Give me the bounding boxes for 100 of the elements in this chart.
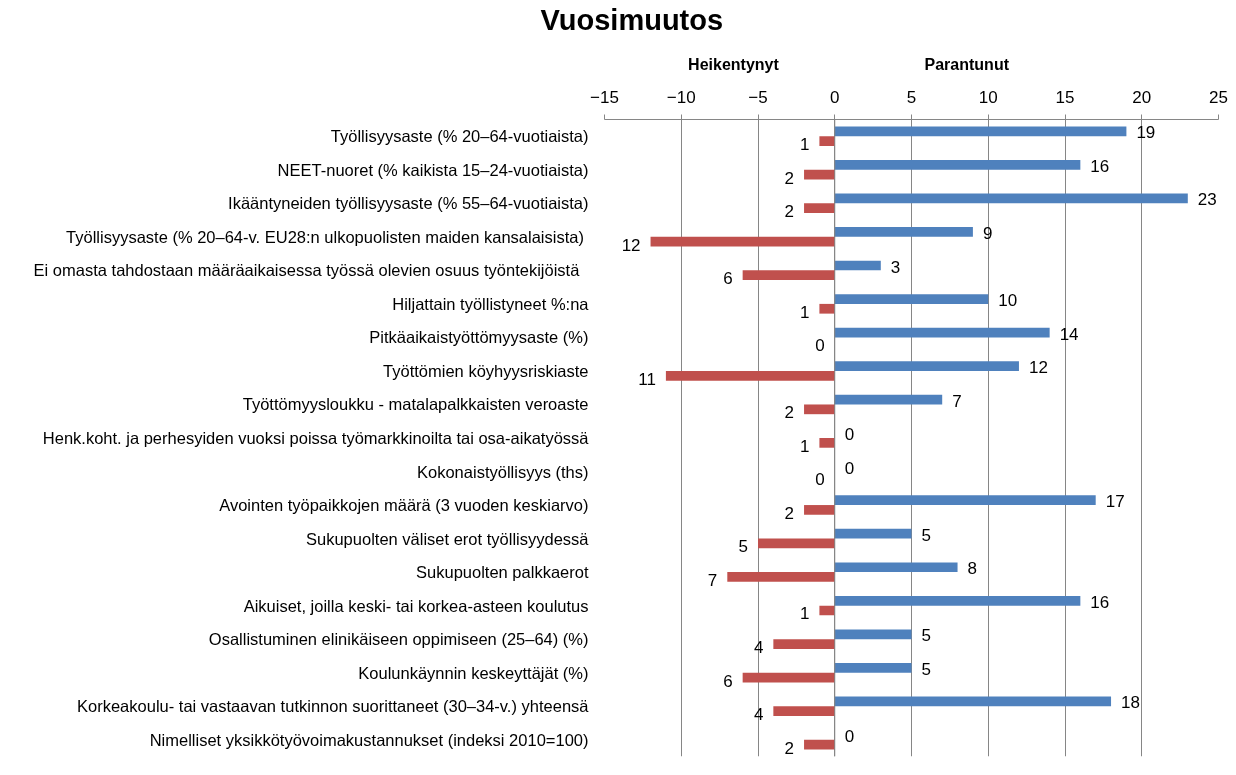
x-tick-label: 5 (906, 87, 917, 107)
data-label: 12 (1028, 358, 1048, 378)
data-label: 0 (844, 726, 855, 746)
data-label: 2 (784, 403, 795, 423)
data-label: 5 (921, 626, 931, 646)
bar (665, 370, 835, 381)
bar (834, 361, 1019, 371)
y-tick-label: Osallistuminen elinikäiseen oppimiseen (25–64) (%) (208, 630, 589, 649)
bar (834, 227, 973, 237)
data-label: 0 (815, 336, 825, 356)
data-label: 2 (784, 202, 795, 222)
bar (650, 236, 835, 247)
bar (773, 639, 835, 649)
data-label: 10 (998, 291, 1018, 311)
x-tick-label: 25 (1209, 87, 1228, 107)
bar (804, 739, 835, 750)
data-label: 18 (1121, 693, 1140, 713)
bar (819, 303, 835, 314)
y-tick-label: Työllisyysaste (% 20–64-vuotiaista) (330, 127, 589, 146)
data-label: 4 (753, 638, 764, 658)
bar (834, 160, 1081, 170)
x-tick-label: 10 (978, 87, 998, 107)
bar (834, 394, 943, 405)
x-tick-label: −15 (590, 87, 619, 107)
bar (834, 126, 1127, 137)
y-tick-label: Ikääntyneiden työllisyysaste (% 55–64-vuotiaista) (228, 194, 589, 213)
data-label: 7 (707, 570, 718, 590)
bar (834, 562, 958, 573)
y-tick-label: Työttömien köyhyysriskiaste (383, 361, 589, 380)
x-tick-label: −10 (666, 87, 696, 107)
y-tick-label: NEET-nuoret (% kaikista 15–24-vuotiaista) (277, 160, 589, 179)
bar (804, 203, 835, 214)
text: Heikentynyt (688, 56, 780, 74)
bar (819, 136, 835, 146)
y-tick-label: Aikuiset, joilla keski- tai korkea-asteen koulutus (243, 596, 589, 615)
y-tick-label: Työllisyysaste (% 20–64-v. EU28:n ulkopuolisten maiden kansalaisista) (66, 227, 584, 246)
bar (819, 605, 835, 616)
bar (834, 629, 912, 640)
data-label: 1 (799, 135, 810, 155)
bar (727, 572, 835, 582)
data-label: 0 (815, 470, 825, 490)
bar (834, 327, 1050, 338)
y-tick-label: Sukupuolten väliset erot työllisyydessä (306, 529, 590, 548)
y-tick-label: Henk.koht. ja perhesyiden vuoksi poissa työmarkkinoilta tai osa-aikatyössä (42, 429, 590, 447)
bar (773, 706, 835, 716)
bar (742, 672, 835, 683)
x-tick-label: 0 (830, 87, 840, 107)
data-label: 3 (890, 257, 901, 277)
bar (804, 505, 835, 515)
data-label: 16 (1090, 156, 1110, 176)
x-tick-label: 20 (1132, 87, 1152, 107)
y-tick-label: Työttömyysloukku - matalapalkkaisten veroaste (242, 395, 589, 414)
data-label: 2 (784, 738, 795, 758)
bar (758, 538, 835, 549)
bar (834, 294, 989, 304)
bar (742, 270, 835, 281)
data-label: 7 (952, 391, 962, 411)
y-tick-label: Koulunkäynnin keskeyttäjät (%) (358, 663, 589, 682)
data-label: 0 (844, 458, 855, 478)
data-label: 16 (1090, 592, 1110, 612)
data-label: 1 (799, 302, 810, 322)
data-label: 9 (982, 223, 993, 243)
data-label: 6 (723, 269, 733, 289)
y-tick-label: Sukupuolten palkkaerot (416, 563, 589, 582)
bar (834, 662, 912, 673)
x-tick-label: 15 (1055, 87, 1075, 107)
y-tick-label: Nimelliset yksikkötyövoimakustannukset (indeksi 2010=100) (149, 730, 589, 749)
x-tick-label: −5 (748, 87, 768, 107)
data-label: 23 (1197, 190, 1217, 210)
data-label: 19 (1136, 123, 1156, 143)
y-tick-label: Korkeakoulu- tai vastaavan tutkinnon suorittaneet (30–34-v.) yhteensä (77, 697, 590, 716)
bar (834, 595, 1081, 606)
data-label: 14 (1059, 324, 1079, 344)
bar (834, 528, 912, 539)
chart-title: Vuosimuutos (540, 3, 724, 36)
data-label: 5 (738, 537, 749, 557)
y-tick-label: Hiljattain työllistyneet %:na (392, 294, 590, 313)
bar (834, 193, 1188, 204)
data-label: 1 (799, 604, 810, 624)
data-label: 5 (921, 525, 931, 545)
y-tick-label: Ei omasta tahdostaan määräaikaisessa työssä olevien osuus työntekijöistä (33, 261, 581, 280)
bar (834, 495, 1096, 506)
bar (804, 404, 835, 415)
y-tick-label: Pitkäaikaistyöttömyysaste (%) (369, 328, 589, 347)
data-label: 2 (784, 503, 795, 523)
data-label: 8 (967, 559, 978, 579)
data-label: 0 (844, 425, 855, 445)
data-label: 17 (1105, 492, 1125, 512)
y-tick-label: Avointen työpaikkojen määrä (3 vuoden keskiarvo) (219, 496, 589, 515)
data-label: 12 (621, 235, 641, 255)
text: Parantunut (924, 56, 1010, 74)
data-label: 11 (638, 369, 656, 389)
bar (819, 438, 835, 448)
bar (804, 169, 835, 180)
data-label: 5 (921, 659, 931, 679)
data-label: 1 (799, 436, 810, 456)
bar (834, 696, 1112, 707)
y-tick-label: Kokonaistyöllisyys (ths) (417, 462, 589, 481)
data-label: 4 (753, 705, 764, 725)
data-label: 6 (723, 671, 733, 691)
